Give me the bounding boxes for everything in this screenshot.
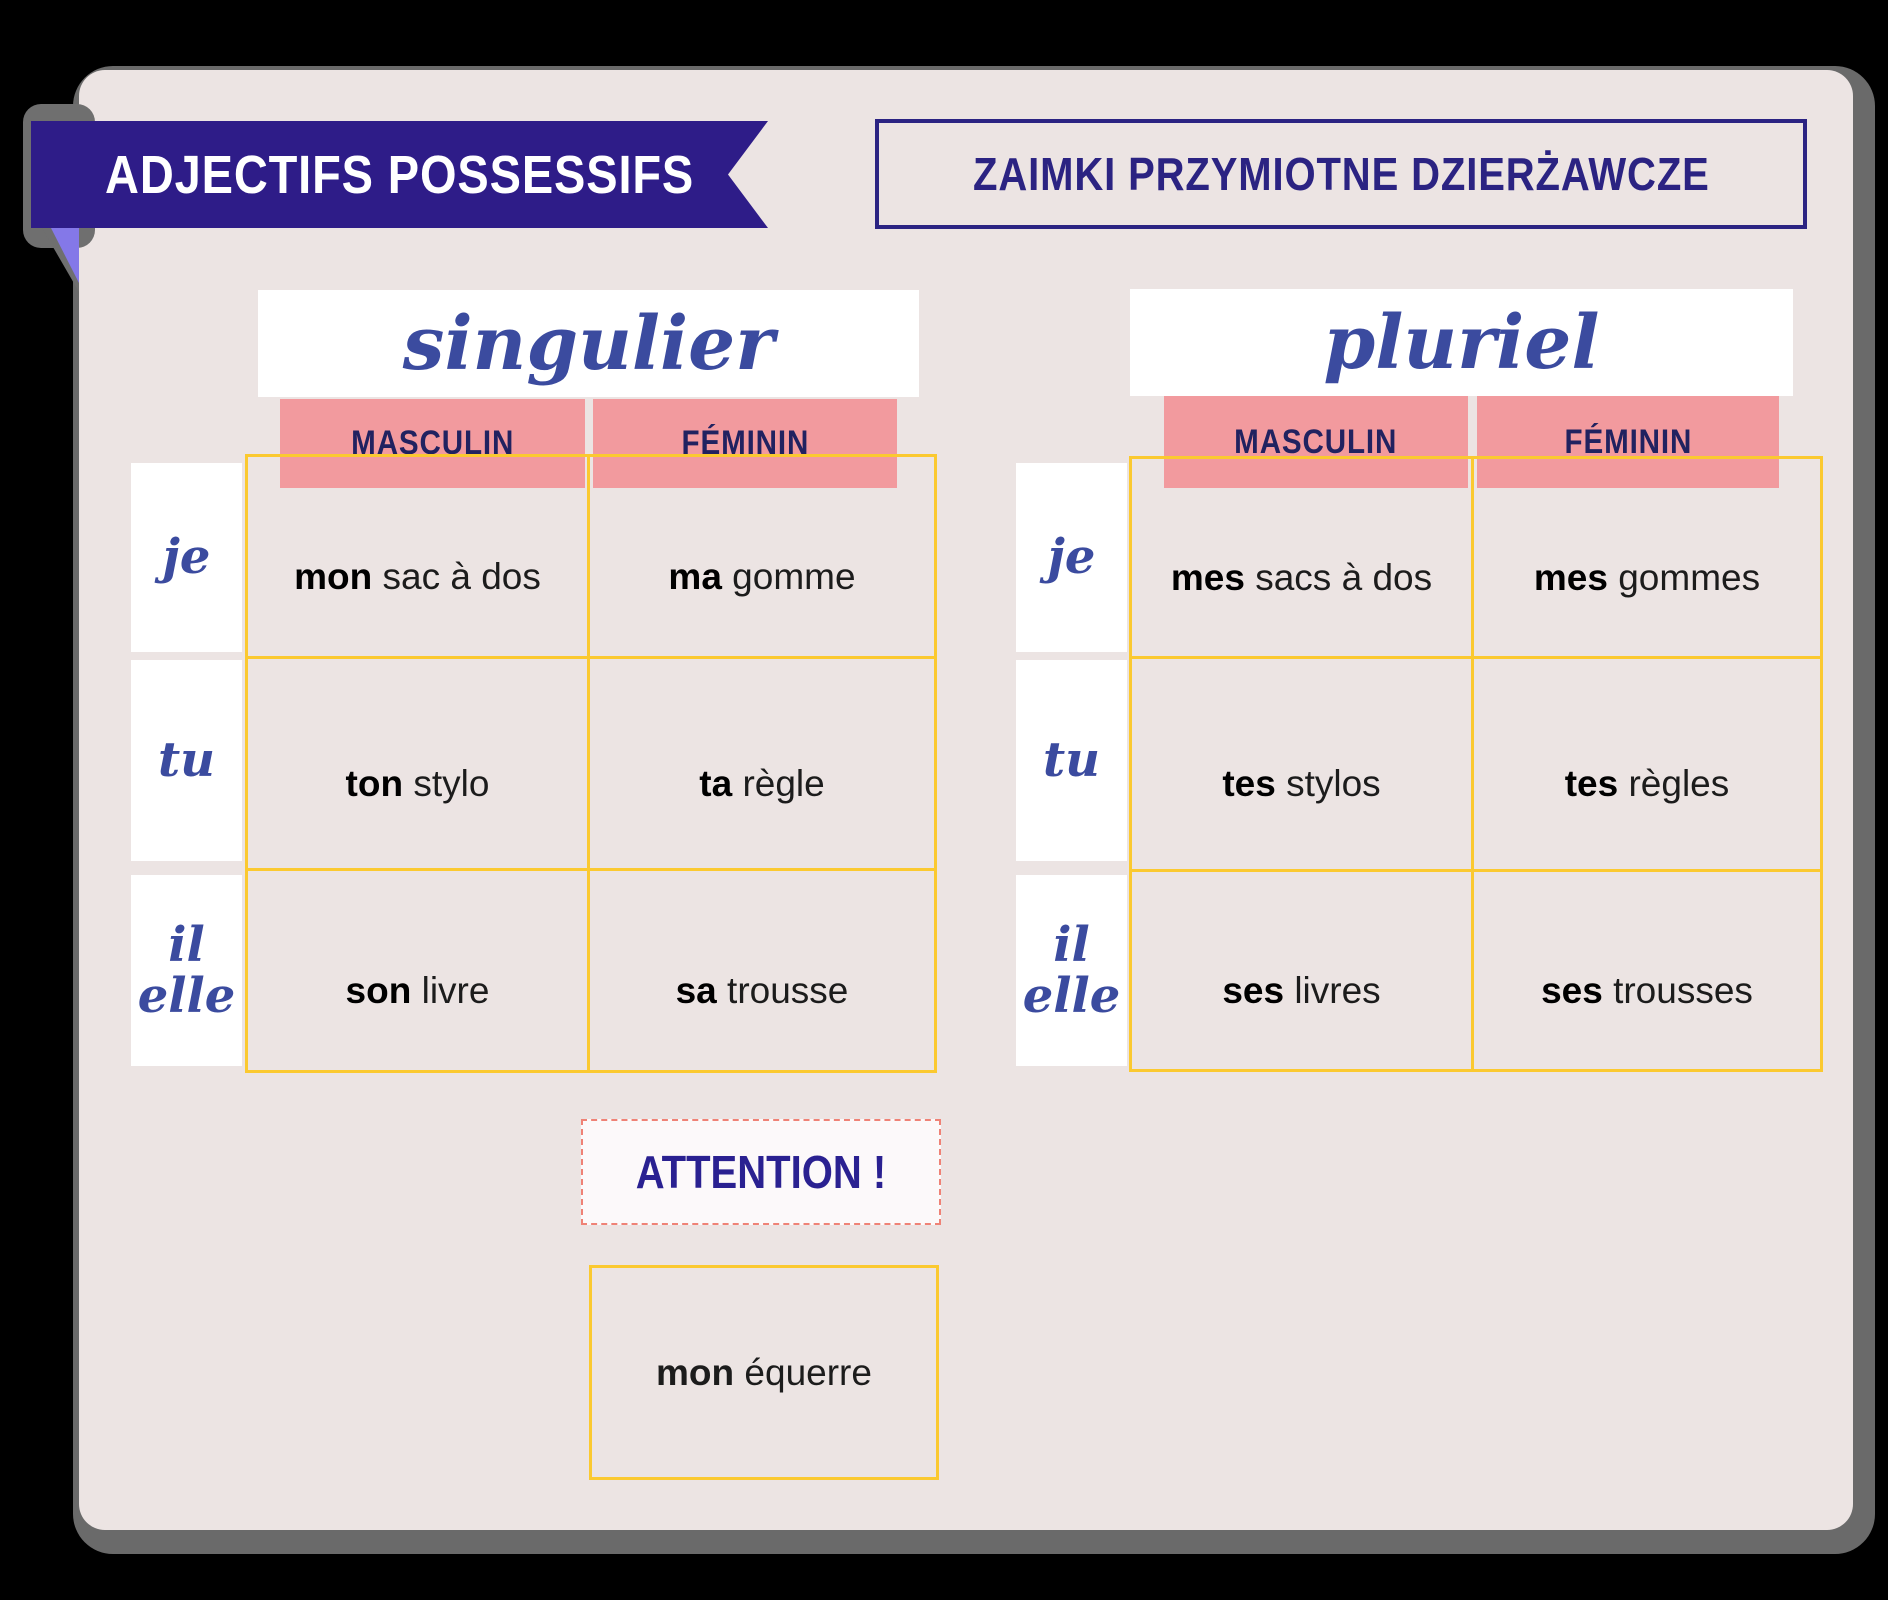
table-cell: mes sacs à dos [1132, 459, 1471, 656]
attention-box: ATTENTION ! [581, 1119, 941, 1225]
pronoun-label: je [162, 529, 211, 586]
column-header-label: MASCULIN [1234, 422, 1398, 461]
pronoun-label: il elle [1022, 917, 1121, 1024]
singular-pronoun-tu: tu [131, 660, 242, 861]
cell-text: tes stylos [1222, 763, 1381, 804]
grid-divider-horizontal [248, 656, 934, 659]
table-cell: mes gommes [1474, 459, 1820, 656]
cell-text: ma gomme [668, 555, 856, 597]
grid-divider-vertical [1471, 459, 1474, 1069]
grid-divider-vertical [587, 457, 590, 1070]
table-cell: ses trousses [1474, 872, 1820, 1069]
plural-title-band: pluriel [1130, 289, 1793, 396]
pronoun-label: je [1047, 529, 1096, 586]
singular-feminin-header: FÉMININ [593, 399, 897, 488]
table-cell: ses livres [1132, 872, 1471, 1069]
table-cell: ton stylo [248, 659, 587, 868]
cell-text: mes gommes [1533, 556, 1761, 598]
ribbon-banner: ADJECTIFS POSSESSIFS [31, 121, 768, 228]
column-header-label: FÉMININ [1564, 422, 1692, 461]
plural-table-grid: mes sacs à dos mes gommes tes stylos tes… [1129, 456, 1823, 1072]
exception-text: mon équerre [656, 1351, 872, 1393]
pronoun-label: il elle [137, 917, 236, 1024]
plural-feminin-header: FÉMININ [1477, 396, 1779, 488]
table-cell: mon sac à dos [248, 457, 587, 656]
singular-table-grid: mon sac à dos ma gomme ton stylo ta règl… [245, 454, 937, 1073]
table-cell: sa trousse [590, 871, 934, 1070]
plural-pronoun-je: je [1016, 463, 1127, 652]
plural-title: pluriel [1323, 299, 1600, 386]
cell-text: mes sacs à dos [1170, 556, 1433, 598]
polish-title-box: ZAIMKI PRZYMIOTNE DZIERŻAWCZE [875, 119, 1807, 229]
cell-text: son livre [345, 969, 490, 1011]
grid-divider-horizontal [1132, 869, 1820, 872]
plural-masculin-header: MASCULIN [1164, 396, 1468, 488]
table-cell: ma gomme [590, 457, 934, 656]
plural-pronoun-tu: tu [1016, 660, 1127, 861]
pronoun-label: tu [157, 732, 216, 789]
cell-text: mon sac à dos [294, 555, 541, 597]
singular-title: singulier [402, 300, 775, 387]
exception-box: mon équerre [589, 1265, 939, 1480]
singular-pronoun-je: je [131, 463, 242, 652]
grid-divider-horizontal [248, 868, 934, 871]
cell-text: tes règles [1564, 763, 1730, 804]
cell-text: sa trousse [675, 969, 849, 1011]
table-cell: ta règle [590, 659, 934, 868]
cell-text: ses livres [1222, 969, 1381, 1011]
ribbon-title: ADJECTIFS POSSESSIFS [104, 144, 695, 205]
table-cell: son livre [248, 871, 587, 1070]
attention-label: ATTENTION ! [635, 1146, 887, 1198]
polish-title: ZAIMKI PRZYMIOTNE DZIERŻAWCZE [972, 148, 1710, 200]
plural-pronoun-il-elle: il elle [1016, 875, 1127, 1066]
cell-text: ses trousses [1541, 969, 1753, 1011]
singular-title-band: singulier [258, 290, 919, 397]
cell-text: ton stylo [345, 762, 490, 804]
grid-divider-horizontal [1132, 656, 1820, 659]
table-cell: tes règles [1474, 659, 1820, 869]
table-cell: tes stylos [1132, 659, 1471, 869]
singular-pronoun-il-elle: il elle [131, 875, 242, 1066]
cell-text: ta règle [699, 762, 825, 804]
pronoun-label: tu [1042, 732, 1101, 789]
ribbon-fold [51, 228, 79, 283]
